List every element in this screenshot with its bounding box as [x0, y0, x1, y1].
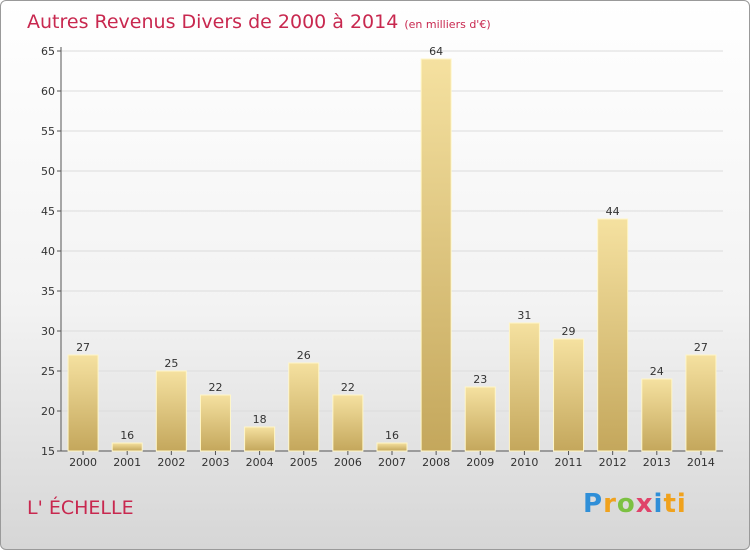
bar-value-label: 18	[253, 413, 267, 426]
y-tick-label: 25	[41, 365, 55, 378]
x-tick-label: 2011	[555, 456, 583, 469]
y-tick-label: 30	[41, 325, 55, 338]
bar	[155, 370, 187, 452]
x-tick-label: 2012	[599, 456, 627, 469]
bar	[111, 442, 143, 452]
bar-value-label: 22	[208, 381, 222, 394]
bar	[508, 322, 540, 452]
bar	[597, 218, 629, 452]
bar	[199, 394, 231, 452]
y-tick-label: 20	[41, 405, 55, 418]
x-tick-label: 2013	[643, 456, 671, 469]
bar	[420, 58, 452, 452]
x-tick-label: 2008	[422, 456, 450, 469]
chart-unit: (en milliers d'€)	[404, 18, 491, 31]
logo-letter: P	[583, 489, 604, 519]
bar	[641, 378, 673, 452]
y-tick-label: 60	[41, 85, 55, 98]
x-tick-label: 2002	[157, 456, 185, 469]
x-tick-label: 2003	[201, 456, 229, 469]
bar-value-label: 24	[650, 365, 664, 378]
logo-letter: r	[603, 489, 617, 519]
bar	[244, 426, 276, 452]
place-name: L' ÉCHELLE	[27, 497, 134, 519]
bar	[376, 442, 408, 452]
bar-value-label: 26	[297, 349, 311, 362]
y-tick-label: 65	[41, 45, 55, 58]
x-tick-label: 2010	[510, 456, 538, 469]
proxiti-logo: Proxiti	[583, 489, 687, 519]
bar-value-label: 44	[606, 205, 620, 218]
y-tick-label: 35	[41, 285, 55, 298]
x-tick-label: 2000	[69, 456, 97, 469]
bar-value-label: 25	[164, 357, 178, 370]
bar	[332, 394, 364, 452]
logo-letter: ti	[663, 489, 687, 519]
logo-letter: x	[635, 489, 654, 519]
x-tick-label: 2009	[466, 456, 494, 469]
y-tick-label: 15	[41, 445, 55, 458]
bar	[288, 362, 320, 452]
chart-title-text: Autres Revenus Divers de 2000 à 2014	[27, 11, 399, 33]
bar-value-label: 16	[385, 429, 399, 442]
bar-value-label: 27	[694, 341, 708, 354]
bar-value-label: 27	[76, 341, 90, 354]
bar	[553, 338, 585, 452]
x-tick-label: 2004	[246, 456, 274, 469]
logo-letter: i	[653, 489, 664, 519]
x-tick-label: 2014	[687, 456, 715, 469]
bar	[67, 354, 99, 452]
y-tick-label: 55	[41, 125, 55, 138]
bar-value-label: 64	[429, 45, 443, 58]
y-tick-label: 45	[41, 205, 55, 218]
bar-value-label: 16	[120, 429, 134, 442]
bar	[464, 386, 496, 452]
bar-value-label: 23	[473, 373, 487, 386]
chart-title: Autres Revenus Divers de 2000 à 2014 (en …	[27, 11, 491, 33]
x-tick-label: 2006	[334, 456, 362, 469]
x-tick-label: 2005	[290, 456, 318, 469]
bar-value-label: 29	[562, 325, 576, 338]
bar-value-label: 31	[517, 309, 531, 322]
x-tick-label: 2007	[378, 456, 406, 469]
y-tick-label: 40	[41, 245, 55, 258]
x-tick-label: 2001	[113, 456, 141, 469]
bar-value-label: 22	[341, 381, 355, 394]
y-tick-label: 50	[41, 165, 55, 178]
logo-letter: o	[616, 489, 636, 519]
bar	[685, 354, 717, 452]
